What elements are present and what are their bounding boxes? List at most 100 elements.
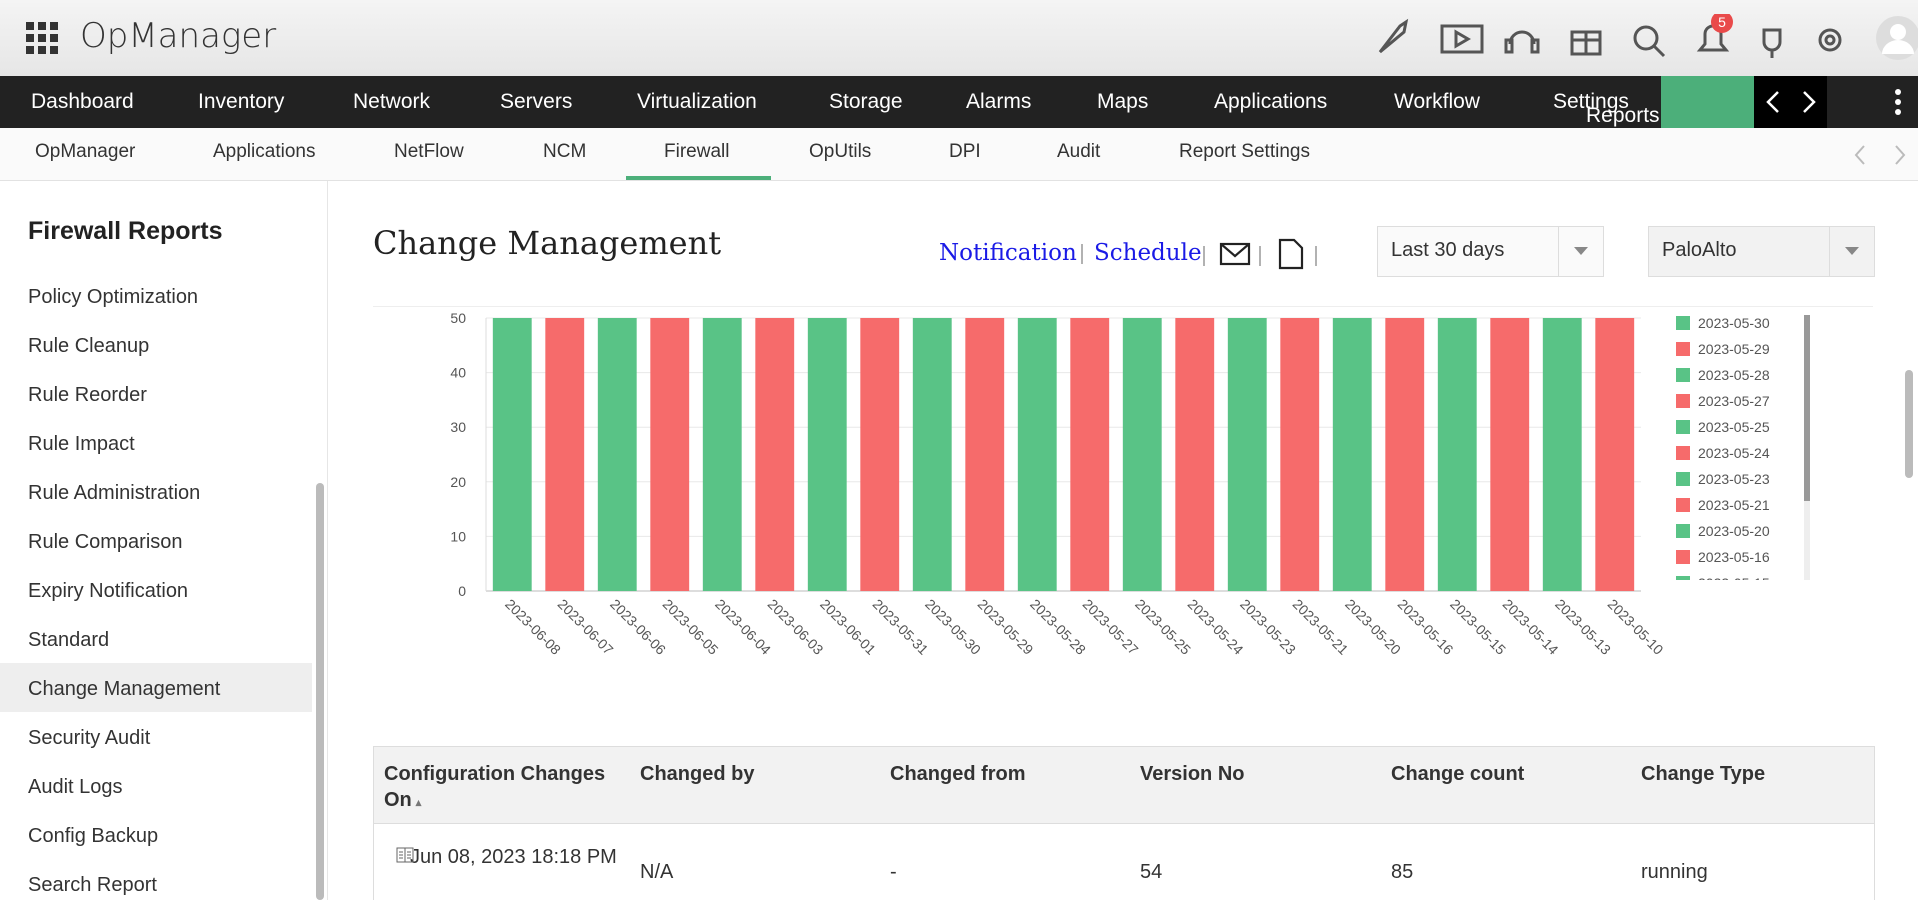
legend-swatch [1676,628,1690,642]
nav-item[interactable]: Workflow [1394,90,1480,113]
sidebar-item[interactable]: Rule Reorder [28,384,147,406]
sub-nav-item[interactable]: Report Settings [1179,141,1310,162]
legend-swatch [1676,602,1690,616]
legend-swatch [1676,446,1690,460]
legend-swatch [1676,472,1690,486]
page-scrollbar[interactable] [1905,370,1913,478]
x-tick-label: 2023-05-28 [1027,596,1089,658]
table-header: Change count [1391,763,1525,785]
nav-item[interactable]: Settings Reports [1553,90,1660,127]
legend-label: 2023-05-21 [1698,497,1770,513]
nav-item[interactable]: Network [353,90,431,113]
legend-label: 2023-05-23 [1698,471,1770,487]
sidebar-item[interactable]: Search Report [28,874,157,896]
sidebar-item[interactable]: Standard [28,629,110,651]
bar [1122,318,1162,591]
table-header: Change Type [1641,763,1766,785]
bar [860,318,900,591]
nav-item[interactable]: Reports [1586,104,1660,127]
nav-item[interactable]: Servers [500,90,573,113]
notification-link[interactable]: Notification [939,240,1077,266]
sidebar-item[interactable]: Change Management [28,678,221,700]
bar [1017,318,1057,591]
period-dropdown[interactable]: Last 30 days [1377,226,1604,277]
legend-label: 2023-05-16 [1698,549,1770,565]
more-menu[interactable] [1892,88,1904,123]
x-tick-label: 2023-05-29 [975,596,1037,658]
device-dropdown[interactable]: PaloAlto [1648,226,1875,277]
active-underline [626,176,771,180]
nav-item[interactable]: Storage [829,90,903,113]
bar [755,318,795,591]
x-tick-label: 2023-05-21 [1290,596,1352,658]
legend-swatch [1676,368,1690,382]
sub-nav-item[interactable]: OpUtils [809,141,872,162]
sub-nav-arrows[interactable] [1850,142,1910,173]
nav-item[interactable]: Maps [1097,90,1149,113]
sub-nav-item[interactable]: OpManager [35,141,136,162]
bar [1227,318,1267,591]
period-value: Last 30 days [1391,239,1505,261]
bar [1490,318,1530,591]
sub-nav-item[interactable]: NCM [543,141,587,162]
scrollbar[interactable] [316,483,324,900]
sub-nav: OpManager Applications NetFlow NCM Firewall O… [0,128,1918,181]
sidebar-title: Firewall Reports [28,217,223,245]
bar [597,318,637,591]
bar [1385,318,1425,591]
chart: 010203040502023-06-082023-06-072023-06-0… [450,310,1810,669]
table-cell: running [1641,861,1708,883]
bar [545,318,585,591]
legend-label: 2023-05-10 [1698,653,1770,669]
legend-label: 2023-05-24 [1698,445,1770,461]
sub-nav-item[interactable]: Firewall [664,141,730,162]
sidebar-item[interactable]: Rule Cleanup [28,335,150,357]
bar [702,318,742,591]
sidebar-item[interactable]: Rule Impact [28,433,135,455]
sidebar-item[interactable]: Expiry Notification [28,580,189,602]
legend-swatch [1676,498,1690,512]
nav-item[interactable]: Applications [1214,90,1328,113]
table-cell: 85 [1391,861,1414,883]
sidebar-item[interactable]: Policy Optimization [28,286,199,308]
sidebar-item[interactable]: Config Backup [28,825,159,847]
nav-item[interactable]: Inventory [198,90,285,113]
x-tick-label: 2023-06-03 [765,596,827,658]
x-tick-label: 2023-05-27 [1080,596,1142,658]
x-tick-label: 2023-05-14 [1500,596,1562,658]
sub-nav-item[interactable]: Applications [213,141,316,162]
sub-nav-item[interactable]: DPI [949,141,981,162]
sub-nav-item[interactable]: NetFlow [394,141,464,162]
bar [1332,318,1372,591]
sidebar-item[interactable]: Rule Comparison [28,531,183,553]
table-cell: N/A [640,861,674,883]
legend-label: 2023-05-15 [1698,575,1770,591]
table-header: Changed from [890,763,1026,785]
sort-icon[interactable]: ▴ [415,797,422,809]
x-tick-label: 2023-05-16 [1395,596,1457,658]
x-tick-label: 2023-05-31 [870,596,932,658]
nav-item[interactable]: Virtualization [637,90,757,113]
sidebar-item[interactable]: Security Audit [28,727,151,749]
y-tick-label: 0 [458,583,466,599]
schedule-link[interactable]: Schedule [1094,240,1202,266]
x-tick-label: 2023-05-20 [1342,596,1404,658]
nav-item[interactable]: Alarms [966,90,1032,113]
calendar-icon [396,847,414,868]
device-value: PaloAlto [1662,239,1737,261]
table: Configuration Changes On ▴ Changed by Chang… [373,746,1875,900]
nav-item[interactable]: Dashboard [31,90,134,113]
x-tick-label: 2023-05-25 [1132,596,1194,658]
table-header[interactable]: Configuration Changes On ▴ [384,763,606,811]
x-tick-label: 2023-06-01 [817,596,879,658]
sidebar-item[interactable]: Rule Administration [28,482,201,504]
bar [1542,318,1582,591]
sidebar-item[interactable]: Audit Logs [28,776,123,798]
bar [1175,318,1215,591]
legend-swatch [1676,342,1690,356]
sub-nav-item[interactable]: Audit [1057,141,1101,162]
nav-arrows[interactable] [1754,76,1827,128]
legend-label: 2023-05-27 [1698,393,1770,409]
apps-icon[interactable] [26,22,58,54]
